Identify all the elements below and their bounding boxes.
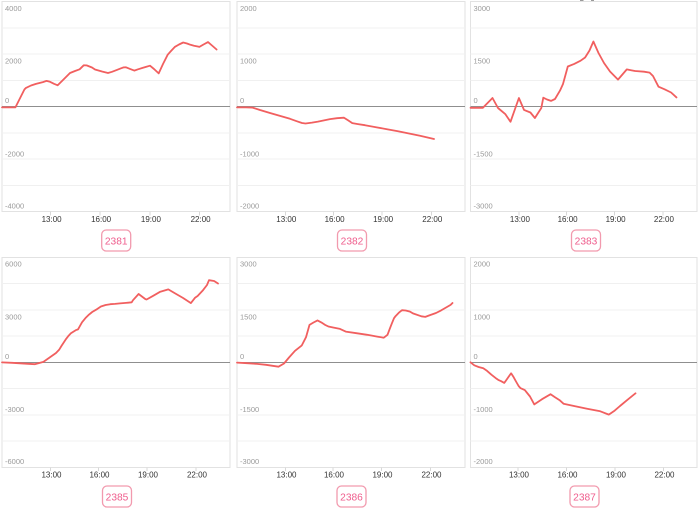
svg-text:22:00: 22:00 <box>422 215 443 224</box>
svg-text:-4000: -4000 <box>5 201 24 210</box>
svg-text:22:00: 22:00 <box>191 215 212 224</box>
svg-text:-2000: -2000 <box>5 149 24 158</box>
svg-text:19:00: 19:00 <box>141 215 162 224</box>
svg-text:-6000: -6000 <box>5 457 24 466</box>
svg-text:3000: 3000 <box>5 312 22 321</box>
svg-text:-1500: -1500 <box>240 405 259 414</box>
svg-text:2383: 2383 <box>575 236 598 247</box>
svg-text:13:00: 13:00 <box>276 215 297 224</box>
svg-text:-3000: -3000 <box>240 457 259 466</box>
svg-text:16:00: 16:00 <box>324 471 345 480</box>
svg-text:3000: 3000 <box>474 4 491 13</box>
svg-text:1000: 1000 <box>474 312 491 321</box>
svg-text:2386: 2386 <box>340 492 363 503</box>
svg-text:16:00: 16:00 <box>91 215 112 224</box>
svg-text:2381: 2381 <box>105 236 128 247</box>
svg-text:1500: 1500 <box>240 312 257 321</box>
svg-text:16:00: 16:00 <box>557 471 578 480</box>
svg-text:22:00: 22:00 <box>654 215 675 224</box>
svg-text:6000: 6000 <box>5 260 22 269</box>
svg-text:2000: 2000 <box>5 57 22 66</box>
svg-text:4000: 4000 <box>5 4 22 13</box>
svg-text:13:00: 13:00 <box>276 471 297 480</box>
svg-text:16:00: 16:00 <box>89 471 110 480</box>
svg-text:2385: 2385 <box>106 492 129 503</box>
svg-text:0: 0 <box>5 96 9 105</box>
svg-text:22:00: 22:00 <box>421 471 442 480</box>
svg-text:-1500: -1500 <box>474 149 493 158</box>
svg-text:13:00: 13:00 <box>510 215 531 224</box>
svg-text:-2000: -2000 <box>474 457 493 466</box>
svg-text:0: 0 <box>240 96 244 105</box>
svg-text:22:00: 22:00 <box>654 471 675 480</box>
svg-text:2387: 2387 <box>573 492 596 503</box>
svg-text:19:00: 19:00 <box>372 471 393 480</box>
svg-text:0: 0 <box>474 96 478 105</box>
svg-text:1500: 1500 <box>474 57 491 66</box>
svg-text:3000: 3000 <box>240 260 257 269</box>
svg-text:2000: 2000 <box>240 4 257 13</box>
svg-text:2382: 2382 <box>341 236 364 247</box>
svg-text:19:00: 19:00 <box>606 471 627 480</box>
svg-text:0: 0 <box>5 352 9 361</box>
svg-text:13:00: 13:00 <box>41 471 62 480</box>
svg-text:0: 0 <box>240 352 244 361</box>
svg-text:2000: 2000 <box>474 260 491 269</box>
svg-text:16:00: 16:00 <box>558 215 579 224</box>
svg-text:19:00: 19:00 <box>138 471 159 480</box>
svg-text:16:00: 16:00 <box>325 215 346 224</box>
svg-text:-3000: -3000 <box>474 201 493 210</box>
svg-text:-1000: -1000 <box>474 405 493 414</box>
svg-text:-1000: -1000 <box>240 149 259 158</box>
svg-text:22:00: 22:00 <box>187 471 208 480</box>
svg-text:13:00: 13:00 <box>42 215 63 224</box>
svg-text:1000: 1000 <box>240 57 257 66</box>
svg-text:19:00: 19:00 <box>606 215 627 224</box>
svg-text:13:00: 13:00 <box>509 471 530 480</box>
svg-text:19:00: 19:00 <box>373 215 394 224</box>
svg-text:-3000: -3000 <box>5 405 24 414</box>
svg-text:0: 0 <box>474 352 478 361</box>
svg-text:-2000: -2000 <box>240 201 259 210</box>
